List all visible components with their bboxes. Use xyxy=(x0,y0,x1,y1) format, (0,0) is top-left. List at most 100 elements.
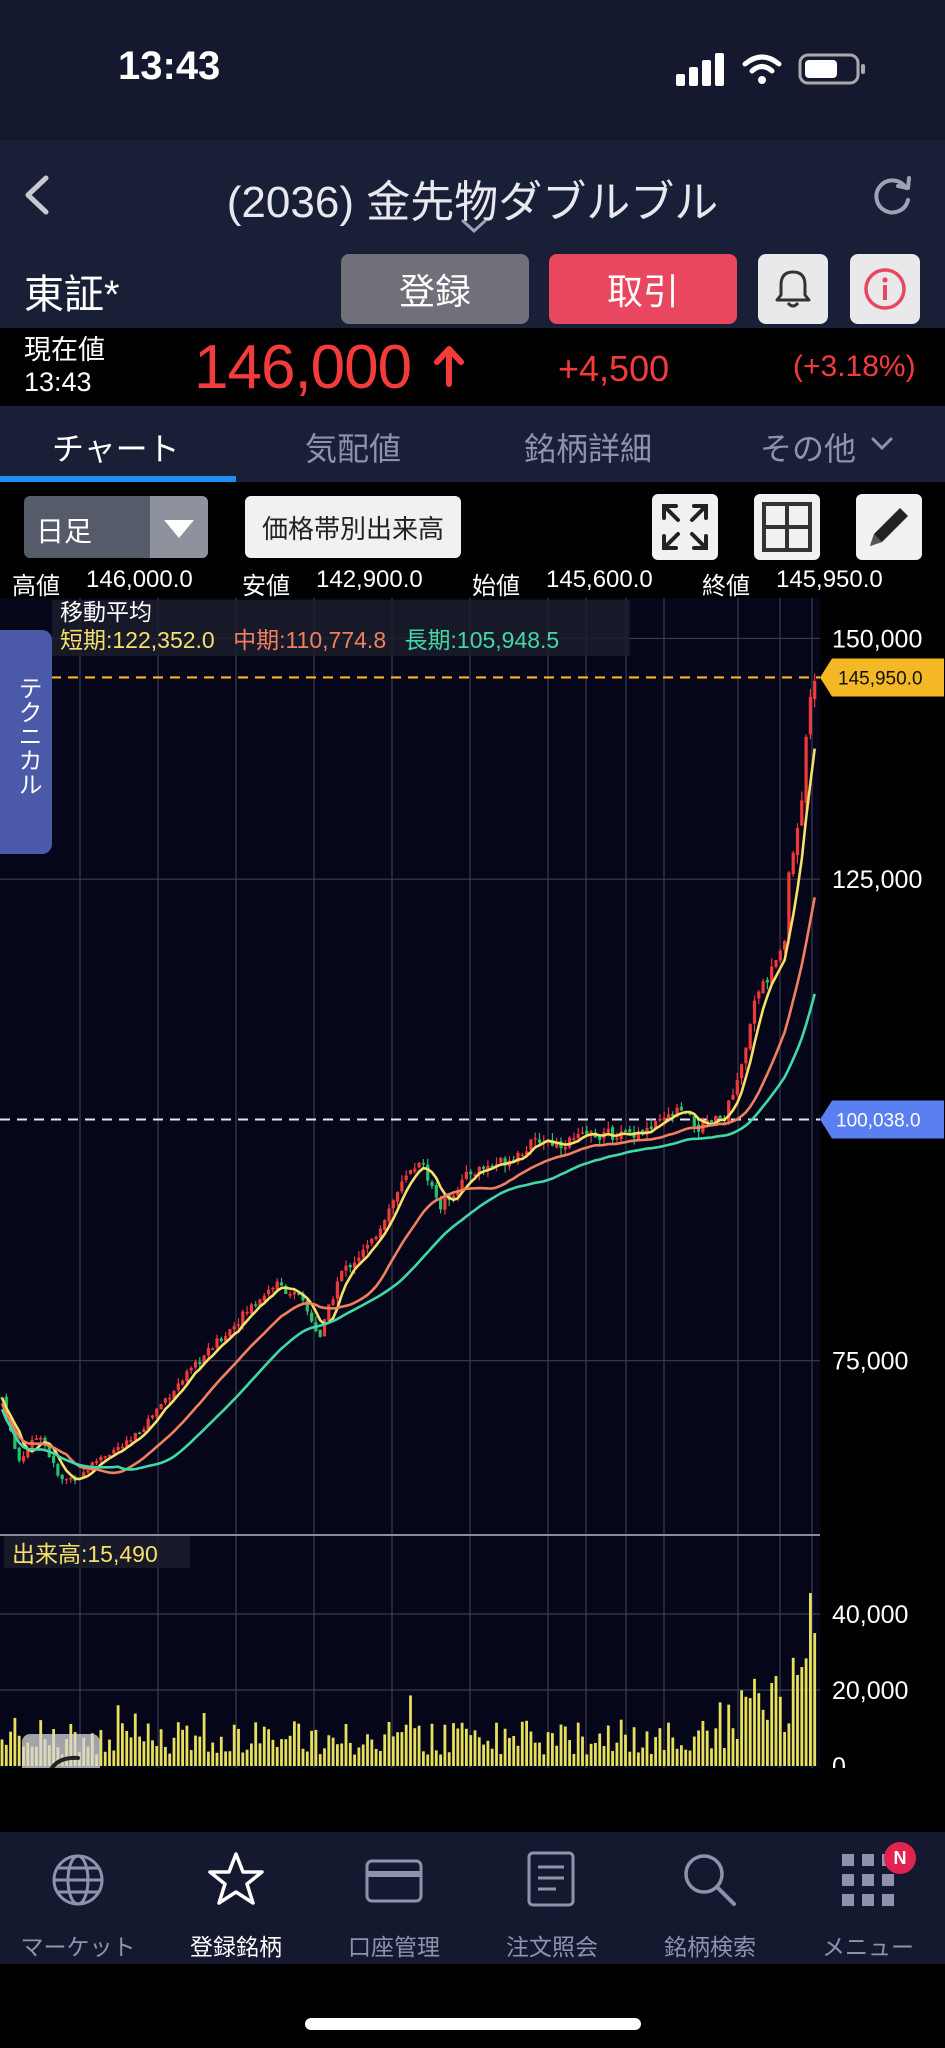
info-button[interactable] xyxy=(850,254,920,324)
candle-body xyxy=(499,1158,503,1163)
volume-bar xyxy=(684,1749,688,1766)
candle-body xyxy=(176,1383,180,1391)
period-select-arrow[interactable] xyxy=(150,496,208,558)
candle-body xyxy=(778,950,782,961)
candle-body xyxy=(267,1289,271,1295)
candle-body xyxy=(774,960,778,967)
exchange-name: 東証* xyxy=(24,273,120,317)
volume-bar xyxy=(202,1713,206,1766)
candle-body xyxy=(426,1164,430,1181)
candle-body xyxy=(249,1304,253,1314)
volume-bar xyxy=(641,1747,645,1766)
nav-account-label[interactable]: 口座管理 xyxy=(348,1934,440,1960)
open-value: 145,600.0 xyxy=(546,566,653,593)
candle-body xyxy=(60,1475,64,1480)
volume-bar xyxy=(422,1751,425,1766)
candle-body xyxy=(297,1292,301,1295)
globe-icon[interactable] xyxy=(50,1852,106,1908)
candle-body xyxy=(413,1168,417,1172)
back-icon[interactable] xyxy=(20,172,54,218)
nav-search-label[interactable]: 銘柄検索 xyxy=(664,1934,756,1960)
volume-bar xyxy=(374,1748,378,1766)
tab-stock-detail[interactable]: 銘柄詳細 xyxy=(524,431,653,467)
alert-button[interactable] xyxy=(758,254,828,324)
candle-body xyxy=(783,941,787,950)
volume-bar xyxy=(800,1667,804,1766)
volume-bar xyxy=(585,1754,589,1766)
candle-body xyxy=(645,1127,649,1135)
layout-button[interactable] xyxy=(754,494,820,560)
volume-bar xyxy=(606,1725,610,1766)
volume-bar xyxy=(787,1723,791,1766)
candle-body xyxy=(318,1329,322,1337)
ma-mid-line xyxy=(0,897,816,1475)
candle-body xyxy=(193,1361,198,1368)
candle-body xyxy=(284,1285,288,1294)
volume-bar xyxy=(116,1705,120,1766)
candle-body xyxy=(125,1440,129,1447)
tab-chart[interactable]: チャート xyxy=(52,431,180,467)
candle-body xyxy=(654,1121,658,1128)
volume-bar xyxy=(576,1722,580,1766)
candle-body xyxy=(120,1446,124,1449)
candle-body xyxy=(585,1130,589,1136)
star-icon[interactable] xyxy=(206,1850,266,1908)
volume-bar xyxy=(813,1633,817,1766)
volume-bar xyxy=(305,1751,309,1766)
volume-bar xyxy=(99,1730,103,1766)
tab-quote-board[interactable]: 気配値 xyxy=(305,431,402,467)
candle-body xyxy=(731,1094,735,1100)
scroll-oldest-button[interactable] xyxy=(22,1734,100,1768)
volume-bar xyxy=(624,1734,627,1766)
menu-badge: N xyxy=(884,1842,916,1874)
volume-bar xyxy=(189,1750,193,1766)
chevron-down-icon[interactable] xyxy=(460,218,488,234)
candle-body xyxy=(451,1195,456,1200)
volume-bar xyxy=(615,1742,619,1766)
technical-panel-tab[interactable] xyxy=(0,630,52,854)
draw-button[interactable] xyxy=(856,494,922,560)
nav-orders-label[interactable]: 注文照会 xyxy=(506,1934,598,1960)
candle-body xyxy=(52,1455,56,1463)
document-icon[interactable] xyxy=(526,1850,576,1908)
price-chart[interactable]: 150,000125,00075,00040,00020,00001/001/0… xyxy=(0,598,945,1768)
candle-body xyxy=(692,1116,696,1127)
candle-body xyxy=(396,1192,400,1202)
candle-body xyxy=(322,1319,327,1337)
volume-bar xyxy=(761,1709,765,1766)
trade-button[interactable]: 取引 xyxy=(549,254,737,324)
volume-bar xyxy=(516,1745,520,1766)
volume-bar xyxy=(555,1745,559,1766)
candle-body xyxy=(800,800,804,826)
candle-body xyxy=(26,1450,30,1458)
register-button[interactable]: 登録 xyxy=(341,254,529,324)
candle-body xyxy=(198,1361,202,1365)
volume-bar xyxy=(723,1748,726,1766)
volume-bar xyxy=(774,1675,778,1766)
tab-other[interactable]: その他 xyxy=(760,431,857,467)
nav-market-label[interactable]: マーケット xyxy=(20,1934,136,1960)
volume-bar xyxy=(783,1732,786,1766)
candle-body xyxy=(383,1220,387,1230)
search-icon[interactable] xyxy=(680,1850,738,1908)
volume-bar xyxy=(17,1735,21,1766)
candle-body xyxy=(232,1326,236,1330)
fullscreen-button[interactable] xyxy=(652,494,718,560)
reference-tag xyxy=(820,1100,944,1139)
candle-body xyxy=(236,1324,241,1326)
volume-bar xyxy=(619,1719,623,1766)
candle-body xyxy=(82,1472,86,1478)
volume-bar xyxy=(391,1736,395,1766)
nav-watchlist-label[interactable]: 登録銘柄 xyxy=(190,1934,282,1960)
expand-icon xyxy=(662,504,708,550)
nav-menu-label[interactable]: メニュー xyxy=(822,1934,914,1960)
candle-body xyxy=(761,981,765,994)
page-title[interactable]: (2036) 金先物ダブルブル xyxy=(226,178,719,227)
chevron-down-icon[interactable] xyxy=(870,436,894,452)
card-icon[interactable] xyxy=(364,1858,424,1904)
volume-bar xyxy=(469,1735,473,1766)
volume-profile-button[interactable]: 価格帯別出来高 xyxy=(245,496,461,558)
battery-icon xyxy=(798,53,865,85)
refresh-icon[interactable] xyxy=(868,172,916,220)
grid-icon[interactable] xyxy=(840,1852,896,1908)
